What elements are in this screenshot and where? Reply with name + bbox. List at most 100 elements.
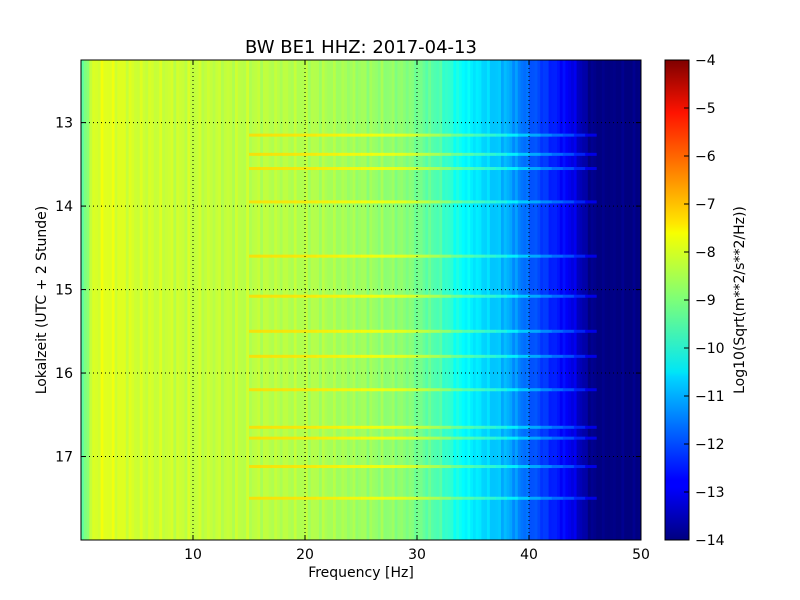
event-segment: [529, 425, 541, 429]
event-segment: [405, 152, 418, 156]
event-segment: [405, 167, 418, 171]
event-segment: [405, 200, 418, 204]
spectrum-column: [207, 60, 211, 540]
event-segment: [316, 388, 328, 392]
event-segment: [260, 167, 272, 171]
event-segment: [529, 329, 541, 333]
spectrum-column: [243, 60, 247, 540]
event-segment: [405, 294, 418, 298]
spectrum-column: [302, 60, 306, 540]
event-segment: [551, 425, 564, 429]
spectrum-column: [375, 60, 379, 540]
event-segment: [316, 354, 328, 358]
event-segment: [349, 167, 362, 171]
event-segment: [495, 436, 508, 440]
event-segment: [551, 329, 564, 333]
event-segment: [327, 436, 340, 440]
event-segment: [506, 388, 519, 392]
event-segment: [282, 329, 295, 333]
event-segment: [394, 425, 407, 429]
event-segment: [573, 496, 586, 500]
event-segment: [305, 200, 317, 204]
event-segment: [428, 152, 440, 156]
event-segment: [349, 425, 362, 429]
event-segment: [282, 254, 295, 258]
event-segment: [293, 294, 306, 298]
event-segment: [305, 354, 317, 358]
event-segment: [293, 200, 306, 204]
spectrum-column: [282, 60, 286, 540]
event-segment: [361, 436, 373, 440]
event-segment: [417, 436, 429, 440]
event-segment: [473, 200, 485, 204]
spectrum-column: [170, 60, 174, 540]
event-segment: [316, 329, 328, 333]
spectrum-column: [587, 60, 592, 540]
spectrum-column: [548, 60, 552, 540]
event-segment: [271, 294, 284, 298]
spectrum-column: [288, 60, 292, 540]
event-segment: [461, 436, 474, 440]
spectrum-column: [624, 60, 628, 540]
spectrum-column: [307, 60, 312, 540]
event-segment: [461, 329, 474, 333]
event-segment: [573, 294, 586, 298]
event-segment: [573, 436, 586, 440]
event-segment: [394, 152, 407, 156]
spectrum-column: [330, 60, 334, 540]
event-segment: [529, 254, 541, 258]
event-segment: [484, 465, 496, 469]
event-segment: [394, 254, 407, 258]
colorbar-tick-label: −13: [695, 485, 725, 501]
spectrum-column: [338, 60, 342, 540]
event-segment: [271, 167, 284, 171]
spectrum-column: [523, 60, 527, 540]
event-segment: [585, 152, 597, 156]
event-segment: [271, 200, 284, 204]
event-segment: [439, 354, 452, 358]
spectrum-column: [226, 60, 230, 540]
event-segment: [417, 152, 429, 156]
event-segment: [573, 167, 586, 171]
event-segment: [282, 496, 295, 500]
spectrum-column: [254, 60, 258, 540]
colorbar-tick-label: −4: [695, 53, 716, 69]
event-segment: [551, 436, 564, 440]
event-segment: [450, 425, 463, 429]
spectrum-column: [366, 60, 370, 540]
spectrum-column: [551, 60, 555, 540]
spectrum-column: [610, 60, 614, 540]
spectrum-column: [120, 60, 124, 540]
event-segment: [394, 388, 407, 392]
spectrum-columns: [81, 60, 641, 540]
event-segment: [271, 254, 284, 258]
event-segment: [249, 496, 261, 500]
event-segment: [293, 496, 306, 500]
event-segment: [540, 254, 552, 258]
event-segment: [529, 294, 541, 298]
event-segment: [562, 167, 575, 171]
event-segment: [473, 133, 485, 137]
event-segment: [282, 388, 295, 392]
spectrum-column: [431, 60, 435, 540]
event-segment: [562, 496, 575, 500]
event-segment: [394, 200, 407, 204]
event-segment: [338, 167, 351, 171]
event-segment: [260, 133, 272, 137]
spectrum-column: [352, 60, 356, 540]
spectrum-column: [137, 60, 141, 540]
event-segment: [394, 133, 407, 137]
event-segment: [562, 152, 575, 156]
spectrum-column: [531, 60, 536, 540]
event-segment: [461, 465, 474, 469]
spectrum-column: [484, 60, 488, 540]
event-segment: [562, 354, 575, 358]
colorbar-tick-label: −10: [695, 341, 725, 357]
event-segment: [517, 167, 530, 171]
spectrum-column: [145, 60, 149, 540]
event-segment: [349, 200, 362, 204]
event-segment: [439, 329, 452, 333]
event-segment: [349, 496, 362, 500]
event-segment: [495, 329, 508, 333]
event-segment: [562, 388, 575, 392]
